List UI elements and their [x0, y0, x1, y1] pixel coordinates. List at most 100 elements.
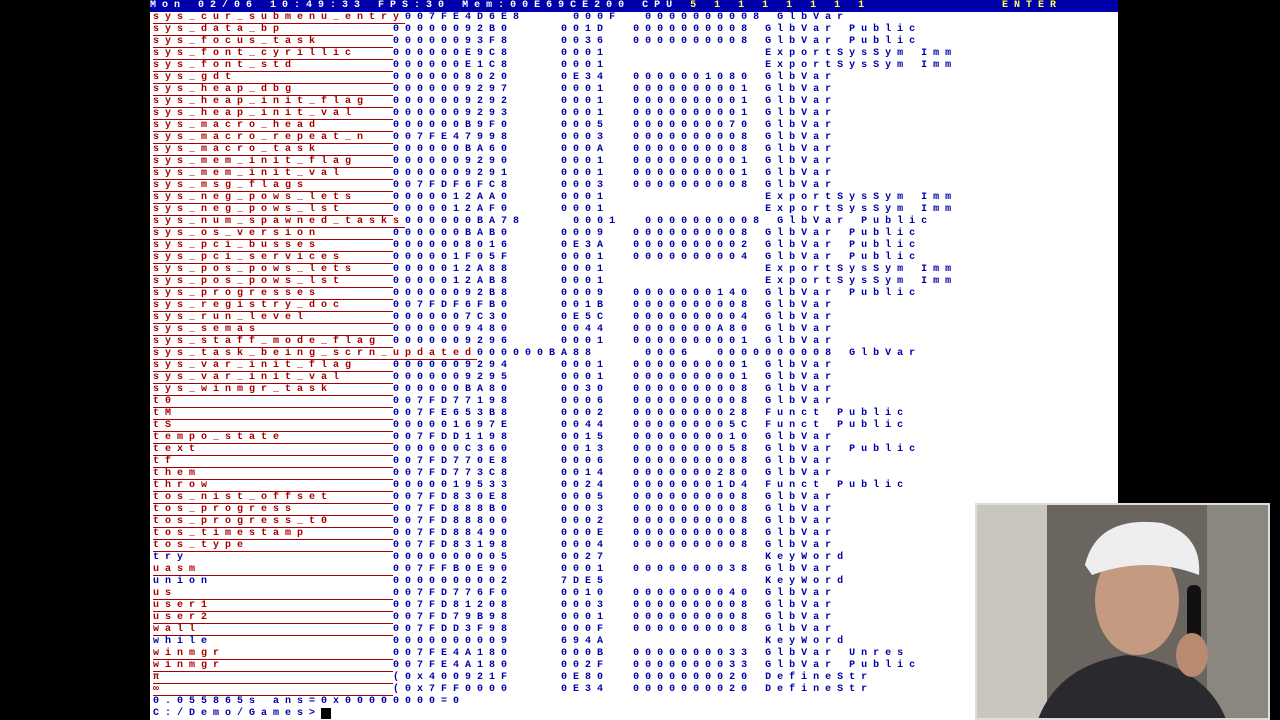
symbol-name[interactable]: them — [153, 468, 393, 480]
symbol-name[interactable]: us — [153, 588, 393, 600]
symbol-name[interactable]: sys_var_init_val — [153, 372, 393, 384]
symbol-name[interactable]: user2 — [153, 612, 393, 624]
table-row[interactable]: tos_type 007FD83198 0004 0000000008 GlbVa… — [153, 540, 957, 552]
symbol-name[interactable]: sys_pos_pows_lets — [153, 264, 393, 276]
table-row[interactable]: t0 007FD77198 0006 0000000008 GlbVar — [153, 396, 957, 408]
symbol-name[interactable]: sys_progresses — [153, 288, 393, 300]
symbol-name[interactable]: tf — [153, 456, 393, 468]
table-row[interactable]: tos_progress 007FD888B0 0003 0000000008 G… — [153, 504, 957, 516]
table-row[interactable]: throw 0000019533 0024 00000001D4 Funct Pu… — [153, 480, 957, 492]
symbol-name[interactable]: user1 — [153, 600, 393, 612]
table-row[interactable]: text 000000C360 0013 0000000058 GlbVar Pu… — [153, 444, 957, 456]
table-row[interactable]: sys_font_std 000000E1C8 0001 ExportSysSym… — [153, 60, 957, 72]
symbol-name[interactable]: sys_font_cyrillic — [153, 48, 393, 60]
table-row[interactable]: us 007FD776F0 0010 0000000040 GlbVar — [153, 588, 957, 600]
symbol-name[interactable]: sys_winmgr_task — [153, 384, 393, 396]
symbol-name[interactable]: sys_num_spawned_tasks — [153, 216, 406, 228]
symbol-name[interactable]: sys_font_std — [153, 60, 393, 72]
table-row[interactable]: uasm 007FFB0E90 0001 0000000038 GlbVar — [153, 564, 957, 576]
table-row[interactable]: sys_msg_flags 007FDF6FC8 0003 0000000008 … — [153, 180, 957, 192]
symbol-name[interactable]: sys_gdt — [153, 72, 393, 84]
table-row[interactable]: user1 007FD81208 0003 0000000008 GlbVar — [153, 600, 957, 612]
symbol-name[interactable]: sys_cur_submenu_entry — [153, 12, 406, 24]
table-row[interactable]: sys_font_cyrillic 000000E9C8 0001 ExportS… — [153, 48, 957, 60]
symbol-name[interactable]: sys_focus_task — [153, 36, 393, 48]
table-row[interactable]: sys_staff_mode_flag 0000009296 0001 00000… — [153, 336, 957, 348]
symbol-name[interactable]: sys_pci_services — [153, 252, 393, 264]
table-row[interactable]: ∞ (0x7FF0000 0E34 0000000020 DefineStr — [153, 684, 957, 696]
table-row[interactable]: sys_num_spawned_tasks000000BA78 0001 000… — [153, 216, 957, 228]
table-row[interactable]: sys_neg_pows_lets 0000012AA0 0001 ExportS… — [153, 192, 957, 204]
table-row[interactable]: sys_pci_busses 0000008016 0E3A 0000000002… — [153, 240, 957, 252]
symbol-name[interactable]: tos_nist_offset — [153, 492, 393, 504]
symbol-name[interactable]: sys_staff_mode_flag — [153, 336, 393, 348]
table-row[interactable]: sys_data_bp 00000092B0 001D 0000000008 Gl… — [153, 24, 957, 36]
symbol-name[interactable]: sys_macro_repeat_n — [153, 132, 393, 144]
table-row[interactable]: sys_macro_task 000000BA60 000A 0000000008… — [153, 144, 957, 156]
table-row[interactable]: sys_macro_repeat_n 007FE47998 0003 000000… — [153, 132, 957, 144]
symbol-name[interactable]: sys_data_bp — [153, 24, 393, 36]
table-row[interactable]: sys_heap_init_flag 0000009292 0001 000000… — [153, 96, 957, 108]
table-row[interactable]: sys_heap_dbg 0000009297 0001 0000000001 G… — [153, 84, 957, 96]
symbol-name[interactable]: sys_neg_pows_lst — [153, 204, 393, 216]
symbol-name[interactable]: tS — [153, 420, 393, 432]
table-row[interactable]: sys_run_level 0000007C30 0E5C 0000000004 … — [153, 312, 957, 324]
table-row[interactable]: sys_progresses 00000092B8 0009 0000000140… — [153, 288, 957, 300]
table-row[interactable]: π (0x400921F 0E80 0000000020 DefineStr — [153, 672, 957, 684]
symbol-name[interactable]: tos_timestamp — [153, 528, 393, 540]
symbol-name[interactable]: tos_progress — [153, 504, 393, 516]
table-row[interactable]: winmgr 007FE4A180 000B 0000000033 GlbVar … — [153, 648, 957, 660]
table-row[interactable]: while 0000000009 694A KeyWord — [153, 636, 957, 648]
symbol-name[interactable]: wall — [153, 624, 393, 636]
table-row[interactable]: tf 007FD770E8 0006 0000000008 GlbVar — [153, 456, 957, 468]
symbol-name[interactable]: sys_task_being_scrn_updated — [153, 348, 478, 360]
symbol-name[interactable]: ∞ — [153, 684, 393, 696]
table-row[interactable]: tos_nist_offset 007FD830E8 0005 000000000… — [153, 492, 957, 504]
symbol-name[interactable]: sys_var_init_flag — [153, 360, 393, 372]
table-row[interactable]: sys_gdt 0000008020 0E34 0000001080 GlbVar — [153, 72, 957, 84]
symbol-name[interactable]: sys_mem_init_val — [153, 168, 393, 180]
symbol-name[interactable]: union — [153, 576, 214, 587]
symbol-name[interactable]: sys_msg_flags — [153, 180, 393, 192]
table-row[interactable]: sys_heap_init_val 0000009293 0001 0000000… — [153, 108, 957, 120]
symbol-name[interactable]: sys_heap_init_val — [153, 108, 393, 120]
table-row[interactable]: sys_mem_init_flag 0000009290 0001 0000000… — [153, 156, 957, 168]
table-row[interactable]: sys_pos_pows_lets 0000012A88 0001 ExportS… — [153, 264, 957, 276]
symbol-name[interactable]: tos_progress_t0 — [153, 516, 393, 528]
table-row[interactable]: sys_pos_pows_lst 0000012AB8 0001 ExportSy… — [153, 276, 957, 288]
table-row[interactable]: tos_progress_t0 007FD88800 0002 000000000… — [153, 516, 957, 528]
table-row[interactable]: union 0000000002 7DE5 KeyWord — [153, 576, 957, 588]
symbol-name[interactable]: try — [153, 552, 190, 563]
symbol-name[interactable]: sys_pos_pows_lst — [153, 276, 393, 288]
table-row[interactable]: sys_var_init_val 0000009295 0001 00000000… — [153, 372, 957, 384]
symbol-name[interactable]: sys_mem_init_flag — [153, 156, 393, 168]
symbol-name[interactable]: sys_pci_busses — [153, 240, 393, 252]
symbol-name[interactable]: t0 — [153, 396, 393, 408]
symbol-name[interactable]: sys_macro_head — [153, 120, 393, 132]
table-row[interactable]: sys_os_version 000000BAB0 0009 0000000008… — [153, 228, 957, 240]
symbol-name[interactable]: throw — [153, 480, 393, 492]
table-row[interactable]: sys_task_being_scrn_updated000000BA88 00… — [153, 348, 957, 360]
table-row[interactable]: try 0000000005 0027 KeyWord — [153, 552, 957, 564]
symbol-name[interactable]: sys_semas — [153, 324, 393, 336]
symbol-name[interactable]: tempo_state — [153, 432, 393, 444]
table-row[interactable]: user2 007FD79B98 0001 0000000008 GlbVar — [153, 612, 957, 624]
symbol-name[interactable]: sys_heap_dbg — [153, 84, 393, 96]
symbol-name[interactable]: sys_neg_pows_lets — [153, 192, 393, 204]
symbol-name[interactable]: sys_run_level — [153, 312, 393, 324]
table-row[interactable]: sys_neg_pows_lst 0000012AF0 0001 ExportSy… — [153, 204, 957, 216]
symbol-name[interactable]: sys_heap_init_flag — [153, 96, 393, 108]
table-row[interactable]: sys_var_init_flag 0000009294 0001 0000000… — [153, 360, 957, 372]
symbol-name[interactable]: uasm — [153, 564, 393, 576]
table-row[interactable]: sys_registry_doc 007FDF6FB0 001B 00000000… — [153, 300, 957, 312]
symbol-name[interactable]: sys_macro_task — [153, 144, 393, 156]
table-row[interactable]: winmgr 007FE4A180 002F 0000000033 GlbVar … — [153, 660, 957, 672]
symbol-name[interactable]: winmgr — [153, 648, 393, 660]
table-row[interactable]: tempo_state 007FDD1198 0015 0000000010 Gl… — [153, 432, 957, 444]
symbol-name[interactable]: text — [153, 444, 393, 456]
symbol-name[interactable]: sys_os_version — [153, 228, 393, 240]
symbol-name[interactable]: sys_registry_doc — [153, 300, 393, 312]
symbol-name[interactable]: winmgr — [153, 660, 393, 672]
command-prompt[interactable]: C:/Demo/Games> — [153, 708, 957, 720]
table-row[interactable]: tS 000001697E 0044 000000005C Funct Publi… — [153, 420, 957, 432]
